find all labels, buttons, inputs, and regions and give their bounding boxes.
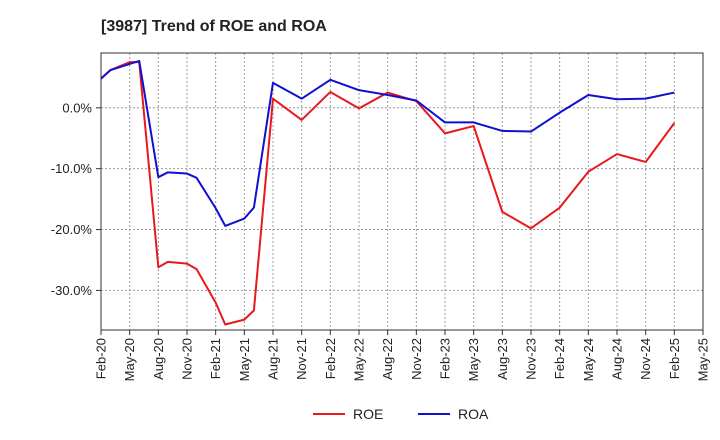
x-tick-label: Aug-20	[151, 338, 166, 380]
x-tick-label: Feb-21	[208, 338, 223, 379]
legend-label-roa: ROA	[458, 406, 489, 422]
y-tick-label: -30.0%	[51, 283, 93, 298]
x-tick-label: May-20	[122, 338, 137, 381]
x-tick-label: Aug-22	[380, 338, 395, 380]
x-tick-label: Feb-22	[323, 338, 338, 379]
x-tick-label: Aug-23	[495, 338, 510, 380]
x-tick-label: Aug-21	[266, 338, 281, 380]
x-tick-label: Nov-20	[180, 338, 195, 380]
x-tick-label: Feb-24	[552, 338, 567, 379]
x-tick-label: May-24	[581, 338, 596, 381]
y-tick-label: 0.0%	[62, 100, 92, 115]
series-line-roe	[100, 61, 676, 326]
x-tick-label: Nov-22	[409, 338, 424, 380]
series-lines	[100, 59, 676, 326]
y-tick-label: -20.0%	[51, 222, 93, 237]
grid-lines	[100, 53, 704, 330]
y-tick-label: -10.0%	[51, 161, 93, 176]
series-line-roa	[100, 59, 675, 227]
x-tick-label: Nov-21	[294, 338, 309, 380]
x-tick-label: Nov-24	[638, 338, 653, 380]
x-tick-label: May-23	[466, 338, 481, 381]
x-tick-label: Feb-25	[667, 338, 682, 379]
chart-title: [3987] Trend of ROE and ROA	[101, 18, 327, 35]
x-tick-label: May-25	[696, 338, 711, 381]
legend-label-roe: ROE	[353, 406, 383, 422]
axes: 0.0% -10.0% -20.0% -30.0% Feb-20 May-20 Aug-20…	[51, 52, 711, 381]
x-tick-label: May-22	[352, 338, 367, 381]
plot-frame	[100, 52, 704, 331]
x-tick-label: May-21	[237, 338, 252, 381]
x-tick-label: Feb-23	[438, 338, 453, 379]
legend: ROE ROA	[313, 406, 489, 422]
x-tick-label: Feb-20	[94, 338, 109, 379]
x-tick-label: Aug-24	[610, 338, 625, 380]
x-tick-label: Nov-23	[524, 338, 539, 380]
